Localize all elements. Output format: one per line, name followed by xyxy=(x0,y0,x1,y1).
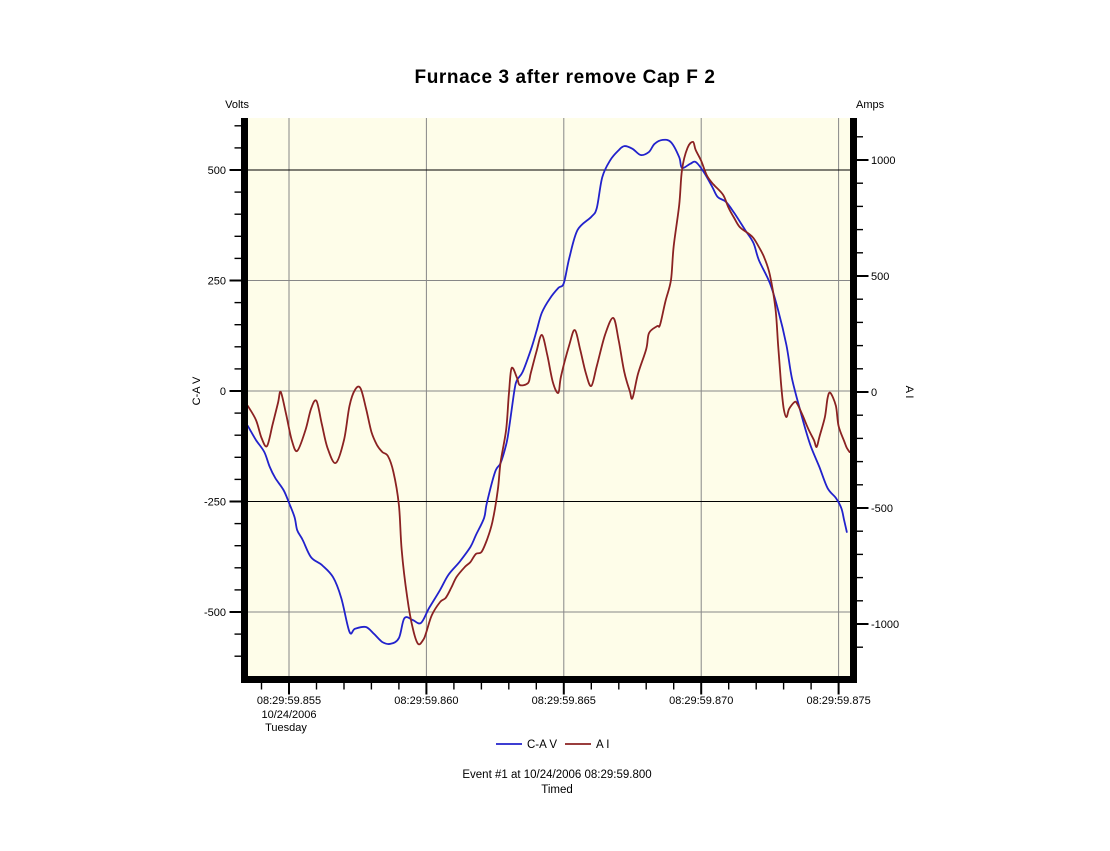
x-axis-tick-label: 08:29:59.865 xyxy=(532,695,596,707)
x-axis-tick-label: 08:29:59.875 xyxy=(806,695,870,707)
trigger-mode-caption: Timed xyxy=(541,784,573,796)
bottom-axis-bar xyxy=(241,676,857,683)
left-axis-unit-label: Volts xyxy=(225,99,249,111)
event-caption: Event #1 at 10/24/2006 08:29:59.800 xyxy=(462,769,651,781)
chart-title: Furnace 3 after remove Cap F 2 xyxy=(415,67,716,88)
series-line-cav xyxy=(248,138,848,645)
x-axis-tick-label: 08:29:59.855 xyxy=(257,695,321,707)
x-axis-day-label: Tuesday xyxy=(265,722,307,734)
left-axis-tick-label: -500 xyxy=(204,607,226,619)
left-axis-tick-label: 250 xyxy=(208,276,226,288)
right-axis-tick-label: 1000 xyxy=(871,155,895,167)
right-axis-bar xyxy=(850,118,857,683)
axis-frame xyxy=(241,118,857,683)
x-axis-tick-label: 08:29:59.870 xyxy=(669,695,733,707)
left-axis-tick-label: 500 xyxy=(208,165,226,177)
series-group xyxy=(248,138,850,646)
right-axis-title: A I xyxy=(903,386,915,399)
axis-tick-labels: 500 250 0 -250 -500 1000 500 0 -500 -1000 08:29:59… xyxy=(204,155,899,707)
legend-label-ai: A I xyxy=(596,739,609,751)
right-axis-tick-label: 0 xyxy=(871,387,877,399)
x-axis-date-label: 10/24/2006 xyxy=(261,709,316,721)
right-axis-tick-label: -1000 xyxy=(871,619,899,631)
legend: C-A V A I xyxy=(496,739,609,751)
right-axis-tick-label: 500 xyxy=(871,271,889,283)
legend-label-cav: C-A V xyxy=(527,739,557,751)
series-line-ai xyxy=(248,140,850,646)
x-axis-tick-label: 08:29:59.860 xyxy=(394,695,458,707)
plot-area xyxy=(248,118,850,676)
left-axis-bar xyxy=(241,118,248,683)
left-axis-title: C-A V xyxy=(191,376,203,405)
left-axis-tick-label: -250 xyxy=(204,497,226,509)
right-axis-tick-label: -500 xyxy=(871,503,893,515)
left-axis-tick-label: 0 xyxy=(220,386,226,398)
right-axis-unit-label: Amps xyxy=(856,99,885,111)
gridlines xyxy=(248,118,850,676)
axis-ticks xyxy=(229,125,869,695)
